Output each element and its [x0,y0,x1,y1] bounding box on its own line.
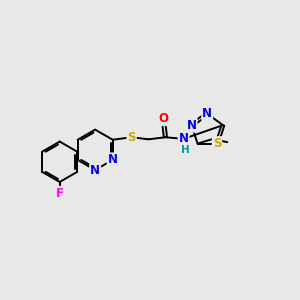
Text: N: N [108,153,118,167]
Text: S: S [128,131,136,144]
Text: N: N [202,107,212,120]
Text: N: N [90,164,100,176]
Text: F: F [56,187,64,200]
Text: N: N [178,132,188,146]
Text: O: O [159,112,169,125]
Text: N: N [187,118,196,132]
Text: S: S [213,137,221,150]
Text: H: H [181,145,190,154]
